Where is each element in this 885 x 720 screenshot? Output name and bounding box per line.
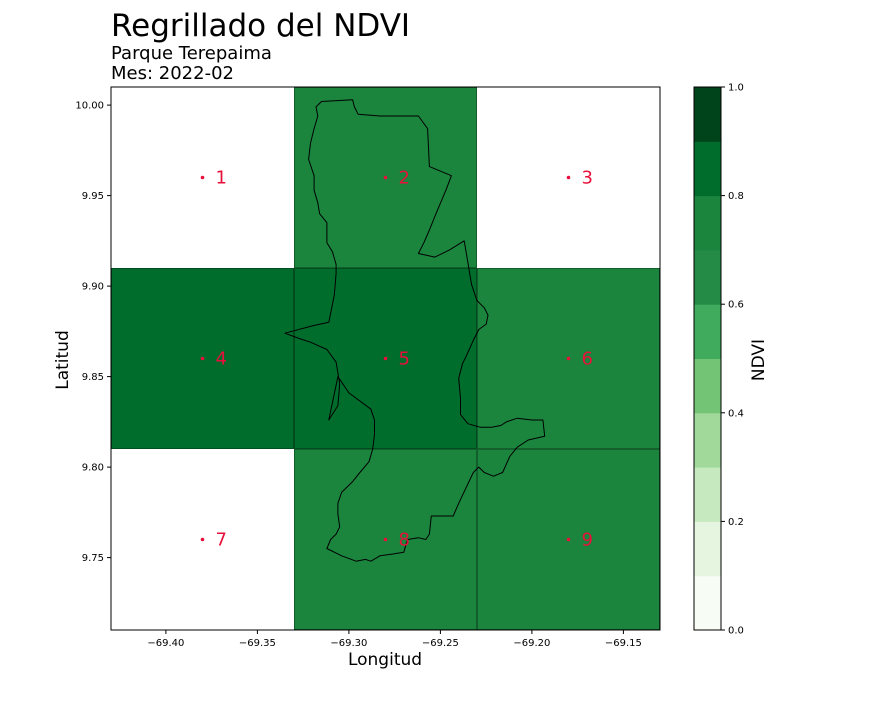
cell-label-2: 2: [399, 168, 410, 189]
cell-label-6: 6: [582, 349, 593, 370]
cell-label-4: 4: [216, 349, 227, 370]
colorbar-axis: 0.0 0.2 0.4 0.6 0.8 1.0: [721, 83, 744, 637]
colorbar-segment-9: [694, 87, 721, 142]
chart-subtitle-month: Mes: 2022-02: [111, 63, 234, 84]
x-tick-label: −69.30: [330, 638, 367, 649]
cell-label-9: 9: [582, 530, 593, 551]
park-boundary: [284, 99, 546, 562]
y-tick-label: 9.90: [82, 282, 104, 293]
cell-center-point-9: [566, 537, 571, 542]
x-axis-label: Longitud: [348, 650, 422, 670]
colorbar-frame: [693, 86, 722, 631]
cell-center-point-5: [383, 356, 388, 361]
colorbar-label: NDVI: [749, 339, 769, 381]
x-tick-label: −69.40: [147, 638, 184, 649]
y-axis-label: Latitud: [53, 330, 73, 390]
colorbar-tick-label: 0.0: [728, 626, 744, 637]
cell-label-7: 7: [216, 530, 227, 551]
colorbar-segment-3: [694, 412, 721, 468]
cell-label-1: 1: [216, 168, 227, 189]
cell-center-point-6: [566, 356, 571, 361]
colorbar-segment-1: [694, 521, 721, 577]
cell-center-point-1: [200, 175, 205, 180]
cell-label-8: 8: [399, 530, 410, 551]
colorbar-segment-7: [694, 195, 721, 251]
cell-label-5: 5: [399, 349, 410, 370]
colorbar-segment-6: [694, 249, 721, 305]
cell-center-point-8: [383, 537, 388, 542]
cell-center-point-7: [200, 537, 205, 542]
colorbar-tick-label: 0.8: [728, 191, 744, 202]
y-tick-label: 9.75: [82, 553, 104, 564]
colorbar: [693, 86, 722, 631]
cell-center-point-3: [566, 175, 571, 180]
x-axis: −69.40 −69.35 −69.30 −69.25 −69.20 −69.15: [147, 630, 642, 649]
y-tick-label: 9.85: [82, 372, 104, 383]
x-tick-label: −69.25: [422, 638, 459, 649]
y-axis: 9.75 9.80 9.85 9.90 9.95 10.00: [75, 101, 111, 564]
colorbar-tick-label: 0.4: [728, 408, 744, 419]
colorbar-segment-2: [694, 467, 721, 522]
cell-label-3: 3: [582, 168, 593, 189]
colorbar-tick-label: 0.2: [728, 517, 744, 528]
plot-frame: [110, 86, 661, 631]
colorbar-segment-5: [694, 304, 721, 359]
y-tick-label: 10.00: [75, 101, 104, 112]
y-tick-label: 9.95: [82, 191, 104, 202]
cell-center-points: 1 2 3 4 5 6 7 8 9: [200, 168, 593, 551]
y-tick-label: 9.80: [82, 463, 104, 474]
colorbar-tick-label: 1.0: [728, 83, 744, 94]
colorbar-segment-4: [694, 358, 721, 414]
colorbar-tick-label: 0.6: [728, 300, 744, 311]
x-tick-label: −69.20: [513, 638, 550, 649]
colorbar-segment-0: [694, 575, 721, 631]
x-tick-label: −69.15: [605, 638, 642, 649]
x-tick-label: −69.35: [239, 638, 276, 649]
park-boundary-layer: [284, 99, 546, 562]
chart-subtitle-park: Parque Terepaima: [111, 43, 272, 64]
chart-title: Regrillado del NDVI: [111, 8, 411, 44]
cell-center-point-4: [200, 356, 205, 361]
colorbar-segment-8: [694, 141, 721, 197]
grid-cell-edge-5: [294, 268, 477, 449]
cell-center-point-2: [383, 175, 388, 180]
